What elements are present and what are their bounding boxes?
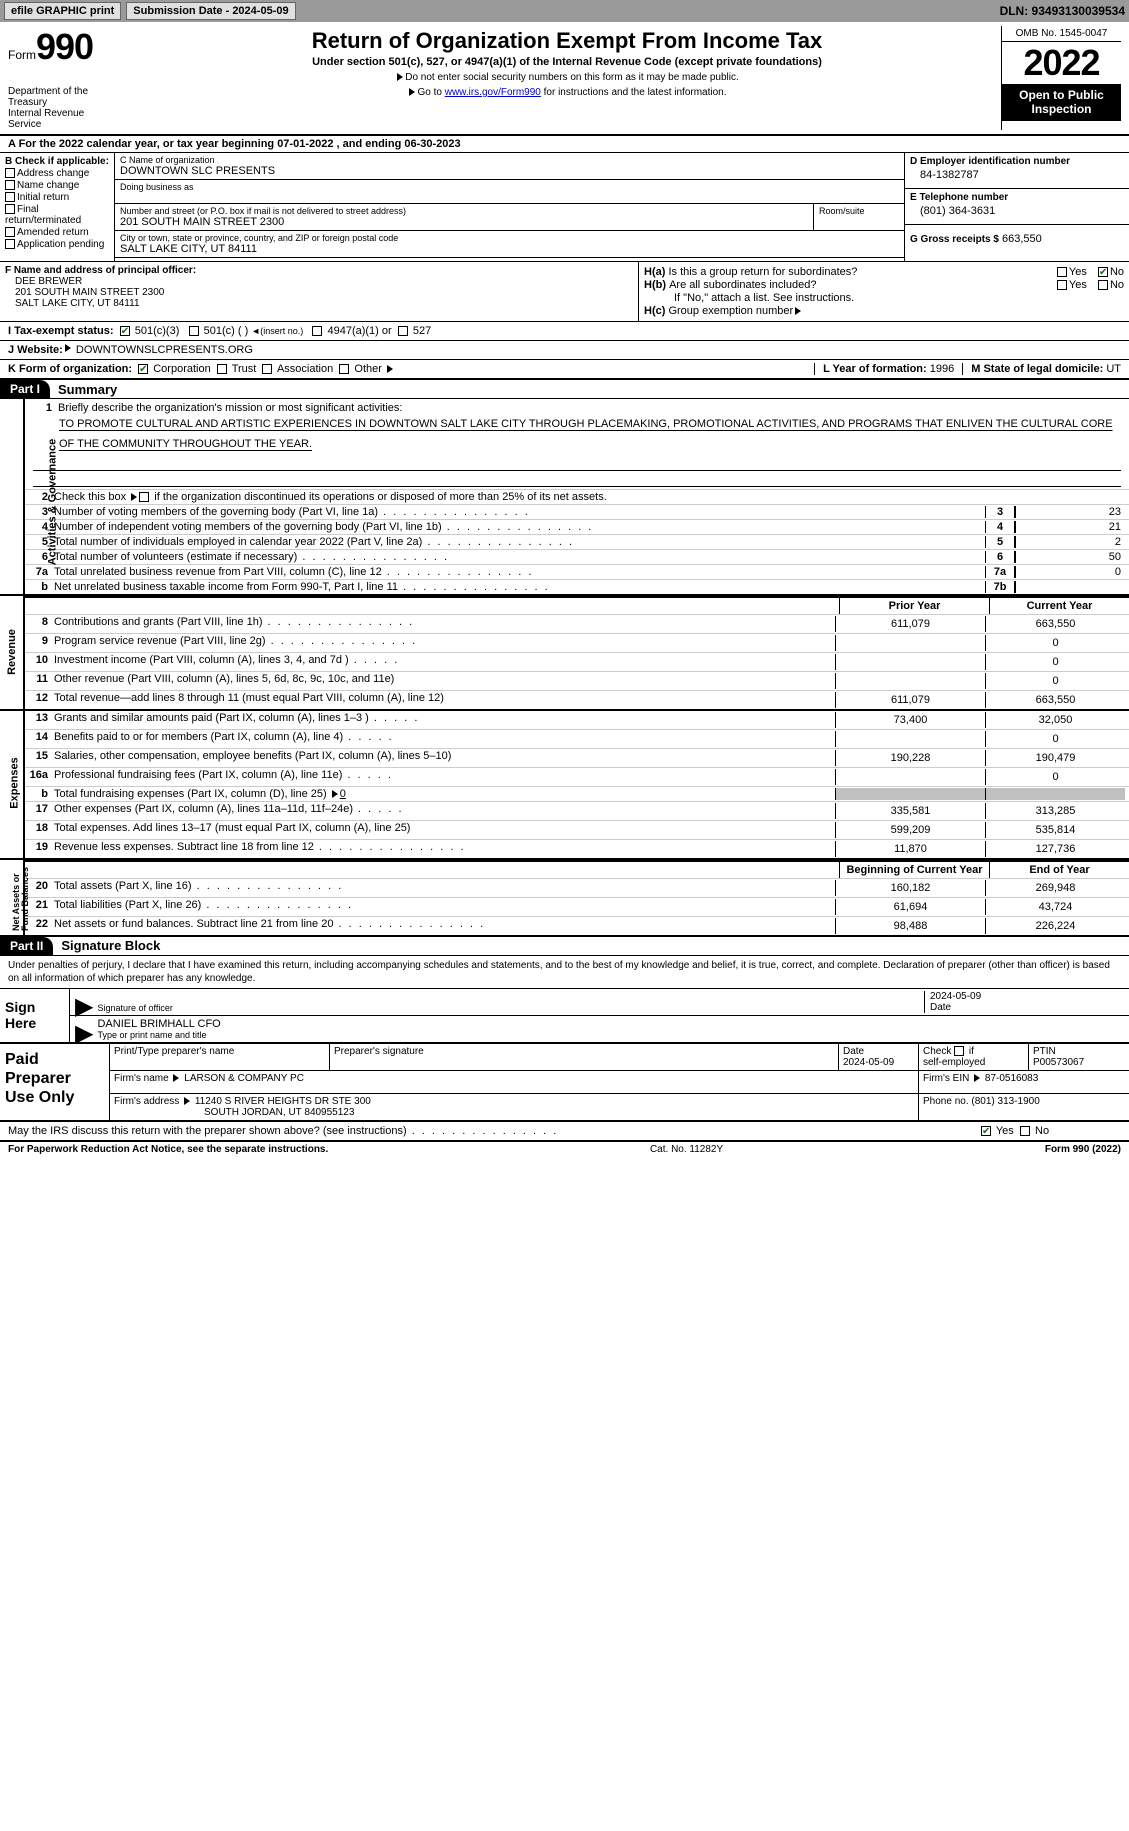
- website-value: DOWNTOWNSLCPRESENTS.ORG: [76, 344, 253, 356]
- cb-assoc[interactable]: [262, 364, 272, 374]
- cb-527[interactable]: [398, 326, 408, 336]
- sig-arrow-icon-2: ▶: [75, 1028, 93, 1040]
- cb-initial-return[interactable]: [5, 192, 15, 202]
- cb-hb-no[interactable]: [1098, 280, 1108, 290]
- phone-label: E Telephone number: [910, 192, 1124, 203]
- org-name: DOWNTOWN SLC PRESENTS: [120, 165, 899, 177]
- irs-link[interactable]: www.irs.gov/Form990: [445, 87, 541, 98]
- instruction-2: Go to www.irs.gov/Form990 for instructio…: [143, 87, 991, 98]
- b-label: B Check if applicable:: [5, 156, 109, 167]
- form-number: 990: [36, 26, 93, 68]
- cb-other[interactable]: [339, 364, 349, 374]
- side-netassets: Net Assets orFund Balances: [12, 867, 30, 931]
- prep-name-label: Print/Type preparer's name: [110, 1044, 330, 1070]
- cb-corp[interactable]: [138, 364, 148, 374]
- topbar: efile GRAPHIC print Submission Date - 20…: [0, 0, 1129, 22]
- paid-preparer-label: PaidPreparerUse Only: [0, 1044, 110, 1120]
- city-label: City or town, state or province, country…: [120, 233, 899, 243]
- cy8: 663,550: [985, 616, 1125, 632]
- cb-discuss-yes[interactable]: [981, 1126, 991, 1136]
- cb-self-employed[interactable]: [954, 1046, 964, 1056]
- py8: 611,079: [835, 616, 985, 632]
- summary-netassets: Net Assets orFund Balances Beginning of …: [0, 860, 1129, 937]
- col-b-checkboxes: B Check if applicable: Address change Na…: [0, 153, 115, 261]
- form-title: Return of Organization Exempt From Incom…: [143, 28, 991, 54]
- paid-preparer-block: PaidPreparerUse Only Print/Type preparer…: [0, 1044, 1129, 1122]
- mission-text: TO PROMOTE CULTURAL AND ARTISTIC EXPERIE…: [29, 415, 1125, 455]
- cb-ha-no[interactable]: [1098, 267, 1108, 277]
- city-value: SALT LAKE CITY, UT 84111: [120, 243, 899, 255]
- street-label: Number and street (or P.O. box if mail i…: [120, 206, 808, 216]
- part2-header: Part II Signature Block: [0, 937, 1129, 956]
- open-inspection: Open to PublicInspection: [1002, 84, 1121, 121]
- row-i: I Tax-exempt status: 501(c)(3) 501(c) ( …: [0, 322, 1129, 341]
- cb-amended[interactable]: [5, 227, 15, 237]
- h-group-return: H(a) Is this a group return for subordin…: [639, 262, 1129, 321]
- ein-value: 84-1382787: [910, 167, 1124, 181]
- irs-discuss-line: May the IRS discuss this return with the…: [0, 1122, 1129, 1142]
- prep-sig-label: Preparer's signature: [330, 1044, 839, 1070]
- form-subtitle: Under section 501(c), 527, or 4947(a)(1)…: [143, 56, 991, 68]
- street-value: 201 SOUTH MAIN STREET 2300: [120, 216, 808, 228]
- dba-label: Doing business as: [120, 182, 899, 192]
- cb-app-pending[interactable]: [5, 239, 15, 249]
- footer-right: Form 990 (2022): [1045, 1144, 1121, 1155]
- side-expenses: Expenses: [8, 757, 20, 808]
- cb-discuss-no[interactable]: [1020, 1126, 1030, 1136]
- sig-arrow-icon: ▶: [75, 1001, 93, 1013]
- gross-value: 663,550: [1002, 233, 1042, 245]
- part1-header: Part I Summary: [0, 380, 1129, 399]
- instruction-1: Do not enter social security numbers on …: [143, 72, 991, 83]
- dln-text: DLN: 93493130039534: [1000, 4, 1125, 18]
- footer-mid: Cat. No. 11282Y: [650, 1144, 723, 1155]
- sign-here-block: Sign Here ▶ Signature of officer 2024-05…: [0, 988, 1129, 1044]
- room-label: Room/suite: [819, 206, 899, 216]
- cb-trust[interactable]: [217, 364, 227, 374]
- efile-print-button[interactable]: efile GRAPHIC print: [4, 2, 121, 20]
- f-principal-officer: F Name and address of principal officer:…: [0, 262, 639, 321]
- cb-4947[interactable]: [312, 326, 322, 336]
- cb-501c[interactable]: [189, 326, 199, 336]
- section-bcd: B Check if applicable: Address change Na…: [0, 153, 1129, 262]
- cb-501c3[interactable]: [120, 326, 130, 336]
- form-label: Form: [8, 48, 36, 62]
- cb-address-change[interactable]: [5, 168, 15, 178]
- cb-hb-yes[interactable]: [1057, 280, 1067, 290]
- cb-final-return[interactable]: [5, 204, 15, 214]
- tax-year: 2022: [1002, 42, 1121, 84]
- row-j-website: J Website: DOWNTOWNSLCPRESENTS.ORG: [0, 341, 1129, 360]
- sign-here-label: Sign Here: [0, 989, 70, 1042]
- cb-ha-yes[interactable]: [1057, 267, 1067, 277]
- ein-label: D Employer identification number: [910, 156, 1124, 167]
- gross-label: G Gross receipts $: [910, 234, 999, 245]
- jurat-text: Under penalties of perjury, I declare th…: [0, 956, 1129, 988]
- phone-value: (801) 364-3631: [910, 203, 1124, 217]
- summary-governance: Activities & Governance 1Briefly describ…: [0, 399, 1129, 596]
- department-text: Department of theTreasuryInternal Revenu…: [8, 86, 133, 130]
- row-a-tax-year: A For the 2022 calendar year, or tax yea…: [0, 136, 1129, 153]
- row-fh: F Name and address of principal officer:…: [0, 262, 1129, 322]
- cb-name-change[interactable]: [5, 180, 15, 190]
- form-header: Form 990 Department of theTreasuryIntern…: [0, 22, 1129, 136]
- side-revenue: Revenue: [5, 630, 17, 676]
- summary-revenue: Revenue Prior YearCurrent Year 8Contribu…: [0, 596, 1129, 711]
- col-c-org-info: C Name of organization DOWNTOWN SLC PRES…: [115, 153, 904, 261]
- omb-number: OMB No. 1545-0047: [1002, 26, 1121, 42]
- org-name-label: C Name of organization: [120, 155, 899, 165]
- cb-discontinued[interactable]: [139, 492, 149, 502]
- row-k-form-org: K Form of organization: Corporation Trus…: [0, 360, 1129, 380]
- submission-date-button[interactable]: Submission Date - 2024-05-09: [126, 2, 295, 20]
- page-footer: For Paperwork Reduction Act Notice, see …: [0, 1142, 1129, 1157]
- side-governance: Activities & Governance: [46, 439, 58, 566]
- col-d-ein: D Employer identification number 84-1382…: [904, 153, 1129, 261]
- summary-expenses: Expenses 13Grants and similar amounts pa…: [0, 711, 1129, 860]
- footer-left: For Paperwork Reduction Act Notice, see …: [8, 1144, 328, 1155]
